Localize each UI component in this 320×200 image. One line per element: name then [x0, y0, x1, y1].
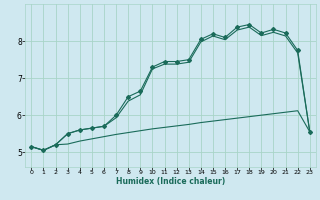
X-axis label: Humidex (Indice chaleur): Humidex (Indice chaleur) — [116, 177, 225, 186]
